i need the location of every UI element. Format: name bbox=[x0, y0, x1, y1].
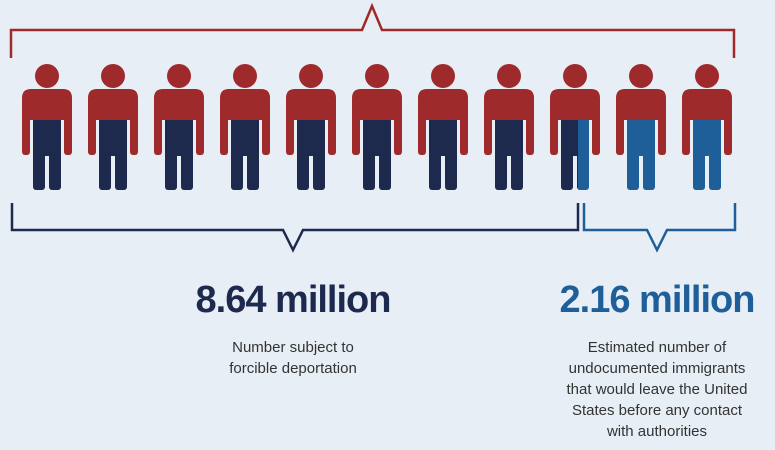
arm bbox=[64, 115, 72, 155]
leg bbox=[643, 150, 655, 190]
leg bbox=[115, 150, 127, 190]
person-icon bbox=[22, 64, 72, 190]
people-icons bbox=[22, 64, 732, 190]
person-icon bbox=[550, 64, 600, 190]
arm bbox=[550, 115, 558, 155]
arm bbox=[88, 115, 96, 155]
arm bbox=[196, 115, 204, 155]
leg bbox=[578, 150, 589, 190]
leg bbox=[429, 150, 441, 190]
right-value: 2.16 million bbox=[560, 279, 755, 321]
leg bbox=[165, 150, 177, 190]
arm bbox=[658, 115, 666, 155]
arm bbox=[22, 115, 30, 155]
leg bbox=[231, 150, 243, 190]
head bbox=[365, 64, 389, 88]
arm bbox=[682, 115, 690, 155]
legs bbox=[578, 120, 589, 156]
leg bbox=[693, 150, 705, 190]
left-value: 8.64 million bbox=[196, 279, 391, 321]
head bbox=[299, 64, 323, 88]
right-caption: that would leave the United bbox=[567, 381, 748, 398]
left-bracket bbox=[10, 203, 580, 253]
arm bbox=[154, 115, 162, 155]
leg bbox=[297, 150, 309, 190]
person-icon bbox=[616, 64, 666, 190]
head bbox=[233, 64, 257, 88]
arm bbox=[328, 115, 336, 155]
torso bbox=[286, 89, 336, 120]
person-icon bbox=[286, 64, 336, 190]
right-caption: States before any contact bbox=[572, 402, 743, 419]
head bbox=[695, 64, 719, 88]
torso bbox=[418, 89, 468, 120]
left-caption: forcible deportation bbox=[229, 360, 357, 377]
person-icon bbox=[88, 64, 138, 190]
head bbox=[101, 64, 125, 88]
head bbox=[563, 64, 587, 88]
arm bbox=[394, 115, 402, 155]
head bbox=[629, 64, 653, 88]
arm bbox=[592, 115, 600, 155]
leg bbox=[627, 150, 639, 190]
arm bbox=[352, 115, 360, 155]
leg bbox=[511, 150, 523, 190]
arm bbox=[616, 115, 624, 155]
right-caption: with authorities bbox=[606, 423, 707, 440]
torso bbox=[550, 89, 600, 120]
arm bbox=[130, 115, 138, 155]
leg bbox=[577, 150, 578, 190]
leg bbox=[445, 150, 457, 190]
torso bbox=[616, 89, 666, 120]
arm bbox=[286, 115, 294, 155]
torso bbox=[682, 89, 732, 120]
torso bbox=[352, 89, 402, 120]
torso bbox=[154, 89, 204, 120]
person-icon bbox=[418, 64, 468, 190]
head bbox=[431, 64, 455, 88]
torso bbox=[484, 89, 534, 120]
arm bbox=[724, 115, 732, 155]
person-icon bbox=[484, 64, 534, 190]
person-icon bbox=[682, 64, 732, 190]
arm bbox=[220, 115, 228, 155]
leg bbox=[313, 150, 325, 190]
person-icon bbox=[352, 64, 402, 190]
right-bracket bbox=[582, 203, 737, 253]
head bbox=[35, 64, 59, 88]
head bbox=[497, 64, 521, 88]
leg bbox=[561, 150, 573, 190]
leg bbox=[181, 150, 193, 190]
leg bbox=[363, 150, 375, 190]
torso bbox=[22, 89, 72, 120]
legs bbox=[561, 120, 578, 156]
head bbox=[167, 64, 191, 88]
arm bbox=[526, 115, 534, 155]
top-bracket bbox=[9, 2, 736, 58]
left-caption: Number subject to bbox=[232, 339, 354, 356]
person-icon bbox=[220, 64, 270, 190]
right-caption: undocumented immigrants bbox=[569, 360, 746, 377]
leg bbox=[379, 150, 391, 190]
person-icon bbox=[154, 64, 204, 190]
leg bbox=[49, 150, 61, 190]
arm bbox=[460, 115, 468, 155]
arm bbox=[262, 115, 270, 155]
leg bbox=[99, 150, 111, 190]
leg bbox=[33, 150, 45, 190]
legs-left-part bbox=[561, 120, 578, 190]
right-caption: Estimated number of bbox=[588, 339, 727, 356]
arm bbox=[418, 115, 426, 155]
arm bbox=[484, 115, 492, 155]
torso bbox=[88, 89, 138, 120]
legs-right-part bbox=[578, 120, 589, 190]
leg bbox=[495, 150, 507, 190]
torso bbox=[220, 89, 270, 120]
leg bbox=[247, 150, 259, 190]
leg bbox=[709, 150, 721, 190]
